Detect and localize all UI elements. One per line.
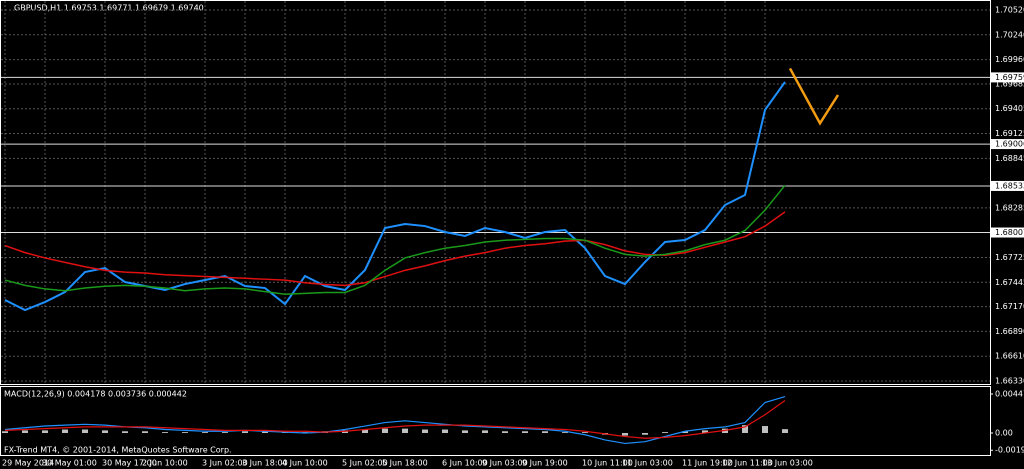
x-tick-label: 5 Jun 18:00	[382, 459, 428, 468]
histogram-bar	[2, 431, 8, 433]
price-level-label: 1.69006	[995, 140, 1024, 149]
y-tick-label: 1.66610	[995, 352, 1024, 361]
price-level-box	[991, 139, 1024, 150]
chart-title: GBPUSD,H1 1.69753 1.69771 1.69679 1.6974…	[14, 4, 204, 13]
y-tick-label: 0.00	[995, 428, 1013, 437]
histogram-bar	[622, 432, 628, 436]
histogram-bar	[222, 432, 228, 433]
histogram-bar	[182, 432, 188, 433]
x-tick-label: 10 Jun 11:00	[582, 459, 633, 468]
histogram-bar	[782, 429, 788, 433]
price-level-box	[991, 227, 1024, 238]
x-tick-label: 6 Jun 10:00	[442, 459, 488, 468]
histogram-bar	[742, 425, 748, 433]
y-tick-label: 1.70520	[995, 6, 1024, 15]
histogram-bar	[762, 426, 768, 433]
histogram-bar	[82, 429, 88, 433]
histogram-bar	[162, 432, 168, 433]
histogram-bar	[682, 431, 688, 433]
histogram-bar	[702, 430, 708, 433]
price-level-box	[991, 72, 1024, 83]
histogram-bar	[582, 432, 588, 433]
histogram-bar	[522, 431, 528, 433]
macd-title: MACD(12,26,9) 0.004178 0.003736 0.000442	[4, 390, 187, 399]
histogram-bar	[62, 429, 68, 433]
y-tick-label: 1.69685	[995, 79, 1024, 88]
y-tick-label: -0.001979	[995, 446, 1024, 455]
histogram-bar	[242, 431, 248, 433]
x-tick-label: 29 May 2014	[2, 459, 54, 468]
histogram-bar	[662, 432, 668, 433]
histogram-bar	[642, 432, 648, 435]
x-tick-label: 4 Jun 10:00	[282, 459, 328, 468]
histogram-bar	[442, 429, 448, 433]
x-tick-label: 30 May 01:00	[42, 459, 97, 468]
price-level-label: 1.69759	[995, 73, 1024, 82]
x-tick-label: 13 Jun 03:00	[762, 459, 813, 468]
price-level-label: 1.68007	[995, 228, 1024, 237]
y-tick-label: 1.66330	[995, 377, 1024, 386]
histogram-bar	[142, 431, 148, 433]
x-tick-label: 2 Jun 10:00	[142, 459, 188, 468]
histogram-bar	[502, 431, 508, 433]
price-level-label: 1.68533	[995, 181, 1024, 190]
histogram-bar	[42, 430, 48, 433]
x-tick-label: 11 Jun 03:00	[622, 459, 673, 468]
y-tick-label: 1.69405	[995, 104, 1024, 113]
x-tick-label: 3 Jun 02:00	[202, 459, 248, 468]
histogram-bar	[422, 429, 428, 433]
main-frame	[0, 0, 991, 385]
y-tick-label: 0.004477	[995, 390, 1024, 399]
histogram-bar	[462, 430, 468, 433]
y-tick-label: 1.67170	[995, 302, 1024, 311]
histogram-bar	[122, 431, 128, 433]
copyright: FX-Trend MT4, © 2001-2014, MetaQuotes So…	[4, 446, 232, 455]
forecast-line	[788, 67, 840, 126]
histogram-bar	[202, 432, 208, 433]
x-tick-label: 12 Jun 11:00	[722, 459, 773, 468]
histogram-bar	[542, 431, 548, 433]
y-tick-label: 1.68845	[995, 154, 1024, 163]
y-tick-label: 1.69960	[995, 55, 1024, 64]
x-tick-label: 30 May 17:00	[102, 459, 157, 468]
histogram-bar	[22, 430, 28, 433]
x-tick-label: 5 Jun 02:00	[342, 459, 388, 468]
y-tick-label: 1.66890	[995, 327, 1024, 336]
series-line	[4, 81, 786, 312]
y-tick-label: 1.68285	[995, 203, 1024, 212]
y-tick-label: 1.67725	[995, 253, 1024, 262]
macd-line	[4, 399, 786, 439]
y-tick-label: 1.69125	[995, 129, 1024, 138]
x-tick-label: 3 Jun 18:00	[242, 459, 288, 468]
x-tick-label: 9 Jun 19:00	[522, 459, 568, 468]
histogram-bar	[262, 431, 268, 433]
macd-frame	[0, 386, 991, 456]
x-tick-label: 9 Jun 03:00	[482, 459, 528, 468]
histogram-bar	[482, 430, 488, 433]
histogram-bar	[102, 430, 108, 433]
y-tick-label: 1.67445	[995, 278, 1024, 287]
histogram-bar	[402, 428, 408, 433]
y-tick-label: 1.70240	[995, 30, 1024, 39]
x-tick-label: 11 Jun 19:00	[682, 459, 733, 468]
series-line	[4, 184, 786, 295]
price-level-box	[991, 180, 1024, 191]
histogram-bar	[382, 428, 388, 433]
histogram-bar	[362, 429, 368, 433]
histogram-bar	[562, 432, 568, 433]
